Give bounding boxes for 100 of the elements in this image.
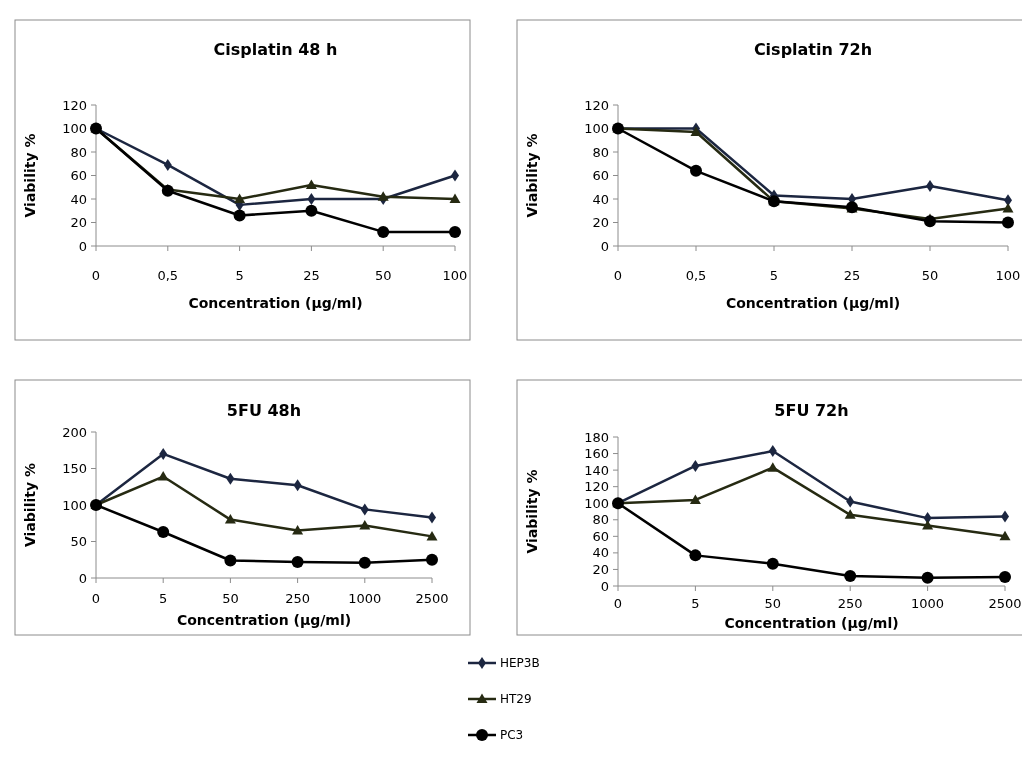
x-tick-label: 5 [691, 596, 700, 611]
point [291, 555, 304, 568]
point [377, 225, 390, 238]
chart-title: Cisplatin 72h [753, 40, 873, 59]
x-tick-label: 0,5 [685, 268, 707, 283]
point [224, 514, 236, 524]
y-tick-label: 150 [62, 461, 87, 477]
y-axis-title: Viability % [22, 133, 38, 218]
point [157, 526, 170, 539]
point [377, 191, 389, 201]
point [922, 520, 934, 530]
y-tick-label: 80 [592, 144, 609, 160]
point [233, 209, 246, 222]
x-tick-label: 5 [769, 268, 779, 283]
y-tick-label: 0 [78, 238, 87, 254]
x-tick-label: 100 [442, 268, 468, 283]
x-tick-label: 2500 [415, 591, 449, 606]
y-tick-label: 80 [70, 144, 87, 160]
x-axis-title: Concentration (µg/ml) [725, 295, 901, 311]
point [449, 193, 461, 203]
point [1002, 202, 1014, 213]
x-tick-label: 250 [837, 596, 863, 611]
point [292, 525, 304, 535]
point [921, 571, 934, 584]
y-tick-label: 0 [600, 238, 609, 254]
point [358, 556, 371, 569]
x-tick-label: 50 [374, 268, 392, 283]
x-axis-title: Concentration (µg/ml) [188, 295, 363, 311]
y-tick-label: 60 [70, 168, 87, 184]
y-tick-label: 20 [592, 561, 609, 577]
y-tick-label: 200 [62, 424, 87, 440]
point [999, 530, 1011, 541]
point [224, 554, 237, 567]
y-tick-label: 40 [70, 191, 87, 207]
y-tick-label: 100 [584, 121, 609, 137]
x-tick-label: 2500 [988, 596, 1022, 611]
y-tick-label: 0 [78, 570, 87, 586]
chart-title: 5FU 48h [226, 401, 302, 420]
x-tick-label: 100 [995, 268, 1021, 283]
y-axis-title: Viability % [524, 469, 540, 554]
y-tick-label: 120 [584, 479, 609, 495]
x-tick-label: 5 [159, 591, 168, 606]
y-tick-label: 100 [62, 121, 87, 137]
point [999, 570, 1011, 583]
point [426, 553, 438, 566]
y-tick-label: 60 [592, 528, 609, 544]
point [924, 215, 936, 228]
y-tick-label: 40 [592, 191, 609, 207]
point [689, 549, 702, 562]
y-tick-label: 20 [592, 215, 609, 231]
y-tick-label: 50 [70, 534, 87, 550]
legend-label: HT29 [500, 692, 532, 707]
point [690, 164, 702, 177]
x-tick-label: 0 [91, 268, 101, 283]
y-axis-title: Viability % [524, 133, 540, 218]
x-tick-label: 25 [843, 268, 861, 283]
legend-label: PC3 [500, 728, 524, 743]
y-tick-label: 0 [600, 578, 609, 594]
x-tick-label: 50 [921, 268, 939, 283]
y-tick-label: 80 [592, 512, 609, 528]
legend-label: HEP3B [500, 656, 540, 671]
x-tick-label: 250 [285, 591, 311, 606]
point [305, 204, 318, 217]
point [1002, 216, 1014, 229]
y-tick-label: 20 [70, 215, 87, 231]
chart-title: Cisplatin 48 h [213, 40, 338, 59]
point [157, 471, 169, 481]
y-tick-label: 60 [592, 168, 609, 184]
x-axis-title: Concentration (µg/ml) [724, 615, 899, 631]
x-tick-label: 50 [764, 596, 782, 611]
point [767, 462, 779, 472]
point [305, 179, 317, 189]
y-tick-label: 140 [584, 462, 609, 478]
point [307, 193, 316, 205]
point [690, 126, 702, 137]
point [426, 530, 438, 541]
x-tick-label: 1000 [911, 596, 945, 611]
point [766, 557, 779, 570]
x-tick-label: 25 [303, 268, 320, 283]
y-tick-label: 100 [584, 495, 609, 511]
x-tick-label: 0,5 [157, 268, 179, 283]
point [359, 519, 371, 530]
point [234, 193, 246, 203]
y-tick-label: 100 [62, 497, 87, 513]
x-axis-title: Concentration (µg/ml) [176, 612, 352, 628]
x-tick-label: 0 [613, 268, 623, 283]
x-tick-label: 5 [235, 268, 244, 283]
point [844, 570, 857, 583]
point [449, 225, 461, 238]
y-tick-label: 160 [584, 446, 609, 462]
y-tick-label: 120 [584, 97, 609, 113]
y-tick-label: 180 [584, 429, 609, 445]
y-tick-label: 40 [592, 545, 609, 561]
x-tick-label: 0 [613, 596, 623, 611]
chart-title: 5FU 72h [774, 401, 849, 420]
point [844, 509, 856, 519]
x-tick-label: 1000 [348, 591, 382, 606]
y-tick-label: 120 [62, 97, 87, 113]
point [689, 494, 701, 504]
y-axis-title: Viability % [22, 463, 38, 547]
